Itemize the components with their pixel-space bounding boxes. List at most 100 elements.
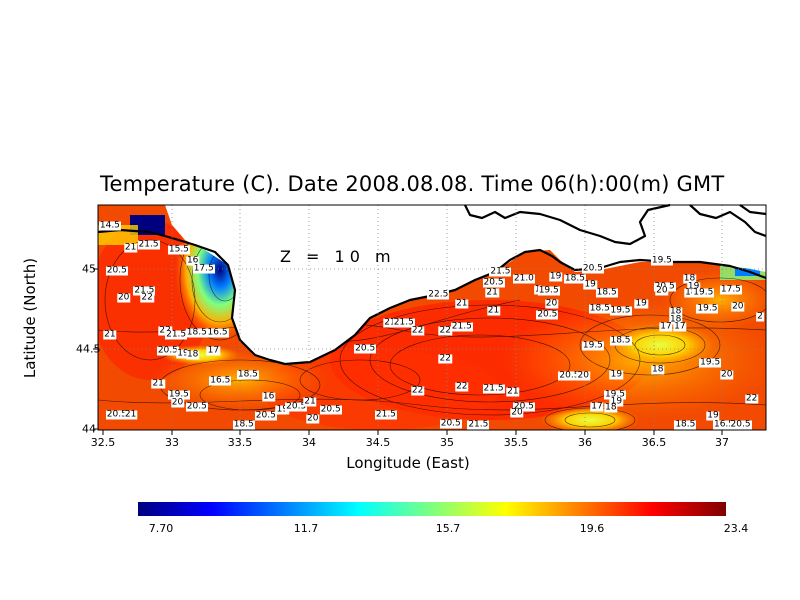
colorbar-tick-label: 15.7 <box>435 522 461 535</box>
colorbar-tick-label: 11.7 <box>293 522 319 535</box>
grid-lines <box>98 205 766 430</box>
contour-label: 17 <box>206 345 221 356</box>
contour-label: 22 <box>438 353 452 364</box>
contour-label: 21.5 <box>467 419 490 430</box>
y-axis-label: Latitude (North) <box>21 257 39 379</box>
colorbar-tick-label: 19.6 <box>579 522 605 535</box>
contour-label: 22 <box>410 325 425 336</box>
contour-label: 21 <box>506 386 520 397</box>
contour-label: 22 <box>438 325 452 336</box>
contour-label: 18.5 <box>563 273 586 284</box>
x-tick-label: 36 <box>578 436 592 449</box>
contour-label: 19 <box>686 281 701 292</box>
contour-label: 21 <box>303 396 317 407</box>
contour-label: 18 <box>651 364 665 375</box>
contour-label: 20.5 <box>156 345 179 356</box>
contour-label: 20.5 <box>653 282 676 292</box>
x-tick-label: 34.5 <box>365 436 391 449</box>
contour-label: 19.5 <box>581 340 604 351</box>
contour-label: 17 <box>590 401 604 412</box>
contour-label: 22 <box>744 393 759 404</box>
contour-label: 22.5 <box>427 289 450 300</box>
contour-label: 22 <box>158 326 172 336</box>
contour-label: 18 <box>604 402 618 413</box>
coastline <box>97 203 767 366</box>
contour-label: 19.5 <box>692 287 715 298</box>
contour-label: 18 <box>682 273 697 284</box>
contour-label: 20.5 <box>354 343 377 354</box>
contour-label: 2 <box>756 311 764 322</box>
contour-label: 21 <box>151 378 165 389</box>
contour-label: 19.5 <box>696 303 719 314</box>
contour-label: 18.5 <box>595 287 618 298</box>
y-tick-label: 44.5 <box>76 342 101 356</box>
contour-label: 19 <box>275 404 290 415</box>
contour-label: 19.5 <box>609 305 632 316</box>
contour-label: 20 <box>510 407 524 418</box>
contour-label: 18 <box>668 314 683 325</box>
contour-label: 20.5 <box>581 263 604 274</box>
x-tick-label: 33.5 <box>227 436 253 449</box>
contour-label: 18.5 <box>232 419 255 430</box>
contour-label: 20.5 <box>105 409 128 420</box>
contour-label: 21 <box>455 298 469 309</box>
contour-label: 19 <box>609 369 624 380</box>
plot-frame <box>97 204 767 431</box>
contour-label: 20.5 <box>254 410 277 421</box>
contour-label: 21 <box>123 242 138 253</box>
contour-label: 22 <box>410 385 425 396</box>
contour-label: 21 <box>123 409 138 420</box>
contour-label: 18 <box>668 306 683 317</box>
x-tick-label: 33 <box>165 436 179 449</box>
contour-label: 20.5 <box>729 419 752 430</box>
contour-label: 20.5 <box>319 404 342 415</box>
contour-label: 19.5 <box>603 389 626 400</box>
tick-marks <box>93 268 723 435</box>
x-tick-label: 36.5 <box>641 436 667 449</box>
contour-label: 19.5 <box>167 389 190 400</box>
contour-label: 18 <box>684 287 698 298</box>
contour-label: 19 <box>609 396 624 407</box>
contour-label: 16.5 <box>209 375 232 386</box>
colorbar-tick-label: 7.70 <box>148 522 174 535</box>
contour-label: 16.5 <box>206 327 229 338</box>
contour-label: 19 <box>548 271 563 282</box>
contour-label: 19 <box>706 410 720 421</box>
colorbar-tick-label: 23.4 <box>723 522 749 535</box>
map-title: Temperature (C). Date 2008.08.08. Time 0… <box>100 172 725 196</box>
contour-label: 20 <box>544 298 559 309</box>
contour-label: 22 <box>455 381 469 392</box>
contour-label: 16.5 <box>712 419 736 430</box>
x-tick-label: 35.5 <box>503 436 529 449</box>
contour-label: 20 <box>576 370 590 381</box>
contour-label: 20.5 <box>439 418 462 429</box>
contour-label: 21.5 <box>482 383 505 394</box>
contour-label: 19 <box>634 298 648 309</box>
contour-label: 19 <box>176 348 190 359</box>
contour-label: 1 <box>533 285 542 295</box>
contour-label: 20.5 <box>105 265 128 276</box>
contour-label: 16 <box>185 255 200 266</box>
y-tick-label: 45 <box>82 262 96 276</box>
contour-label: 21 <box>486 305 501 316</box>
contour-label: 21 <box>485 287 499 298</box>
contour-label: 18.5 <box>185 327 208 338</box>
contour-label: 21.5 <box>165 329 188 340</box>
contour-label: 21 <box>383 317 397 328</box>
contour-label: 19 <box>583 279 597 290</box>
contour-label: 17.5 <box>192 263 215 274</box>
contour-label: 17 <box>659 321 673 332</box>
contour-label: 20 <box>306 413 320 424</box>
contour-label: 14.5 <box>98 220 121 231</box>
contour-label: 18.5 <box>609 335 632 346</box>
contour-label: 20.5 <box>558 370 581 381</box>
contour-label: 21.0 <box>512 273 535 284</box>
contour-label: 18 <box>185 349 200 360</box>
contour-label: 20.5 <box>512 401 535 412</box>
contour-label: 21.5 <box>489 266 512 277</box>
y-tick-label: 44 <box>82 422 96 436</box>
contour-label: 19.5 <box>699 357 722 368</box>
x-tick-label: 34 <box>302 436 316 449</box>
contour-label: 22 <box>140 292 154 303</box>
